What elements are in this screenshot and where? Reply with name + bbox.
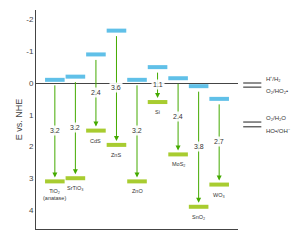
svg-text:2: 2: [29, 142, 34, 151]
svg-text:2.7: 2.7: [214, 138, 224, 145]
svg-text:WO₃: WO₃: [213, 192, 225, 198]
svg-text:4: 4: [29, 206, 34, 215]
svg-text:2.4: 2.4: [173, 113, 183, 120]
svg-text:1.1: 1.1: [153, 81, 163, 88]
svg-text:3.2: 3.2: [50, 127, 60, 134]
svg-text:E vs. NHE: E vs. NHE: [14, 99, 24, 141]
svg-text:-1: -1: [26, 47, 34, 56]
svg-text:Si: Si: [155, 109, 160, 115]
svg-text:ZnO: ZnO: [132, 188, 143, 194]
svg-text:O₂/HO₂•: O₂/HO₂•: [266, 88, 288, 94]
svg-text:-2: -2: [26, 15, 34, 24]
svg-text:TiO₂(anatase): TiO₂(anatase): [43, 188, 66, 201]
svg-text:3: 3: [29, 174, 34, 183]
svg-text:1: 1: [29, 111, 34, 120]
svg-text:H⁺/H₂: H⁺/H₂: [266, 76, 281, 82]
svg-text:SnO₂: SnO₂: [192, 214, 205, 220]
svg-text:3.2: 3.2: [70, 124, 80, 131]
svg-text:3.2: 3.2: [132, 127, 142, 134]
svg-text:O₂/H₂O: O₂/H₂O: [266, 115, 286, 121]
svg-text:0: 0: [29, 79, 34, 88]
svg-text:SrTiO₃: SrTiO₃: [67, 185, 83, 191]
svg-text:HO•/OH⁻: HO•/OH⁻: [266, 128, 290, 134]
svg-text:MoS₂: MoS₂: [172, 161, 185, 167]
svg-text:ZnS: ZnS: [111, 152, 121, 158]
svg-text:3.8: 3.8: [194, 143, 204, 150]
svg-text:CdS: CdS: [90, 138, 101, 144]
svg-text:3.6: 3.6: [111, 84, 121, 91]
svg-text:2.4: 2.4: [91, 89, 101, 96]
